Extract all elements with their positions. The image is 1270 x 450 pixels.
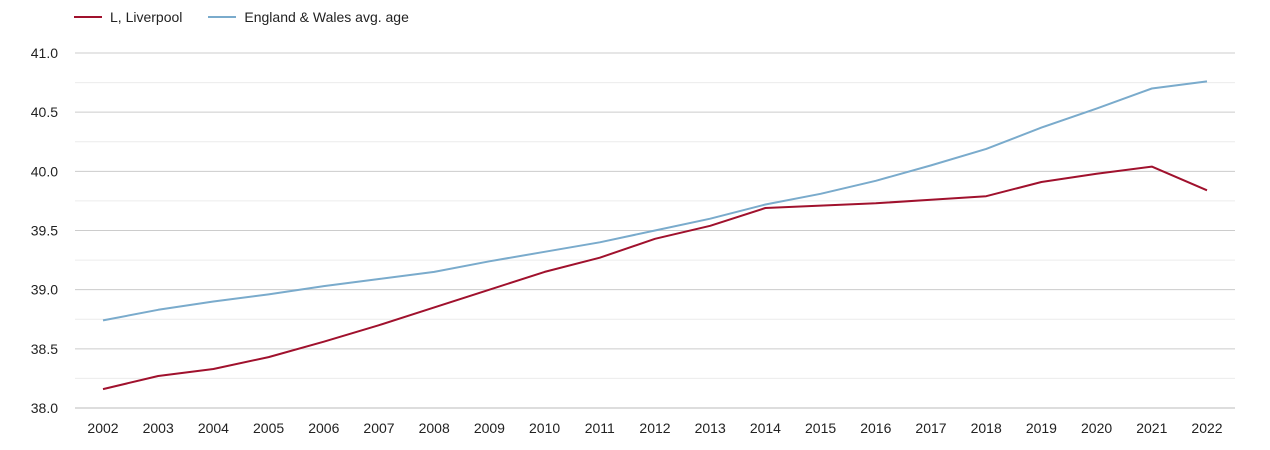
x-tick-label: 2013 [695, 420, 726, 436]
x-tick-label: 2014 [750, 420, 781, 436]
x-tick-label: 2016 [860, 420, 891, 436]
x-tick-label: 2007 [363, 420, 394, 436]
x-tick-label: 2017 [915, 420, 946, 436]
y-tick-label: 41.0 [31, 45, 58, 61]
x-tick-label: 2009 [474, 420, 505, 436]
y-tick-label: 40.0 [31, 163, 58, 179]
x-axis: 2002 2003 2004 2005 2006 2007 2008 2009 2010 2011… [75, 407, 1235, 436]
legend-swatch-england-wales [208, 16, 237, 18]
legend-item-liverpool[interactable]: L, Liverpool [74, 9, 182, 25]
x-tick-label: 2005 [253, 420, 284, 436]
series-lines [102, 80, 1208, 391]
y-tick-label: 39.5 [31, 223, 58, 239]
x-tick-label: 2010 [529, 420, 560, 436]
x-tick-label: 2011 [585, 420, 615, 436]
y-tick-label: 38.0 [31, 400, 58, 416]
x-tick-label: 2004 [198, 420, 229, 436]
y-tick-label: 39.0 [31, 282, 58, 298]
x-tick-label: 2018 [971, 420, 1002, 436]
x-tick-label: 2015 [805, 420, 836, 436]
x-tick-label: 2020 [1081, 420, 1112, 436]
x-tick-label: 2022 [1191, 420, 1222, 436]
y-axis: 38.0 38.5 39.0 39.5 40.0 40.5 41.0 [31, 45, 58, 416]
x-tick-label: 2003 [143, 420, 174, 436]
legend-swatch-liverpool [74, 16, 102, 18]
legend-item-england-wales[interactable]: England & Wales avg. age [208, 9, 409, 25]
legend-label-liverpool: L, Liverpool [110, 9, 183, 25]
x-tick-label: 2021 [1136, 420, 1167, 436]
x-tick-label: 2019 [1026, 420, 1057, 436]
chart-legend: L, Liverpool England & Wales avg. age [74, 9, 435, 25]
series-line-liverpool[interactable] [102, 165, 1208, 391]
x-tick-label: 2002 [87, 420, 118, 436]
grid-lines [75, 52, 1235, 409]
y-tick-label: 38.5 [31, 341, 58, 357]
series-line-england-wales[interactable] [102, 80, 1208, 322]
x-tick-label: 2008 [419, 420, 450, 436]
y-tick-label: 40.5 [31, 104, 58, 120]
x-tick-label: 2006 [308, 420, 339, 436]
x-tick-label: 2012 [639, 420, 670, 436]
legend-label-england-wales: England & Wales avg. age [244, 9, 409, 25]
